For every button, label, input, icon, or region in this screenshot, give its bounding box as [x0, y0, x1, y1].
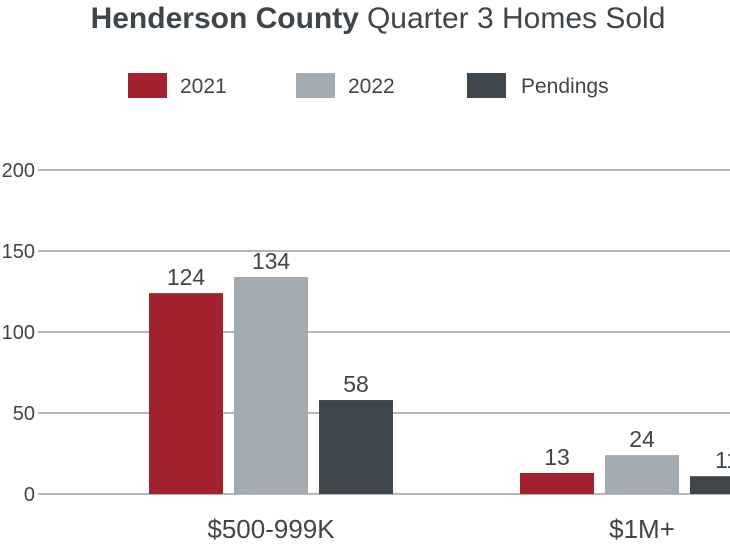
bar-2022-1m-plus	[605, 455, 679, 494]
bar-pendings-1m-plus	[690, 476, 730, 494]
bar-2022-500-999k	[234, 276, 308, 494]
data-label-pendings-500-999k: 58	[343, 371, 369, 397]
legend-label-2021: 2021	[180, 75, 227, 98]
chart-title-rest: Quarter 3 Homes Sold	[367, 2, 665, 35]
y-tick-label-0: 0	[24, 484, 35, 506]
legend-swatch-2022	[296, 73, 335, 98]
bar-pendings-500-999k	[319, 400, 393, 494]
data-label-2021-500-999k: 124	[167, 264, 206, 290]
y-tick-label-200: 200	[2, 160, 35, 182]
y-tick-label-100: 100	[2, 322, 35, 344]
category-labels: $500-999K $1M+	[207, 514, 675, 544]
legend: 2021 2022 Pendings	[128, 73, 609, 98]
data-label-2022-500-999k: 134	[252, 248, 291, 274]
data-label-2022-1m-plus: 24	[629, 426, 655, 452]
chart-title-bold: Henderson County	[91, 2, 360, 35]
category-label-500-999k: $500-999K	[207, 514, 335, 544]
data-label-2021-1m-plus: 13	[544, 444, 570, 470]
y-tick-label-150: 150	[2, 241, 35, 263]
legend-label-2022: 2022	[348, 75, 395, 98]
bar-2021-500-999k	[149, 293, 223, 494]
bars	[149, 276, 730, 494]
y-tick-label-50: 50	[13, 403, 35, 425]
legend-swatch-pendings	[467, 73, 506, 98]
category-label-1m-plus: $1M+	[609, 514, 675, 544]
data-labels: 124 134 58 13 24 11	[167, 248, 730, 473]
bar-2021-1m-plus	[520, 472, 594, 494]
y-axis-ticks: 0 50 100 150 200	[2, 160, 35, 506]
legend-label-pendings: Pendings	[521, 75, 609, 98]
chart-title: Henderson County Quarter 3 Homes Sold	[91, 2, 666, 35]
data-label-pendings-1m-plus: 11	[715, 447, 730, 473]
legend-swatch-2021	[128, 73, 167, 98]
